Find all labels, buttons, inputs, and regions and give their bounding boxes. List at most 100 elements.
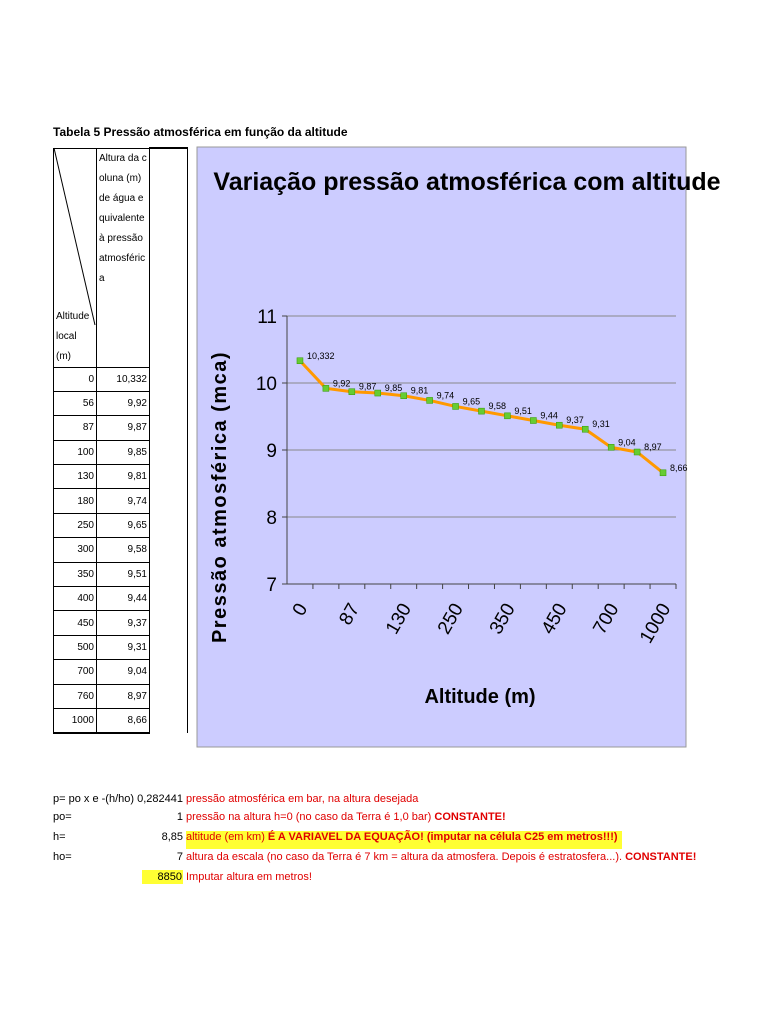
table-row: 250 9,65	[53, 512, 188, 539]
note-emphasis: CONSTANTE!	[434, 811, 506, 823]
data-label: 9,44	[540, 411, 558, 421]
note-desc: pressão na altura h=0 (no caso da Terra …	[186, 811, 435, 823]
data-point	[296, 357, 304, 365]
empty-cell	[149, 610, 188, 636]
data-point	[452, 403, 459, 410]
note-desc: Imputar altura em metros!	[186, 871, 312, 883]
empty-cell	[149, 684, 188, 709]
note-desc: pressão atmosférica em bar, na altura de…	[186, 793, 419, 805]
note-text: pressão atmosférica em bar, na altura de…	[186, 793, 418, 811]
empty-cell	[149, 147, 188, 367]
data-label: 9,85	[385, 383, 403, 393]
note-text: Imputar altura em metros!	[186, 871, 312, 889]
note-label: h=	[53, 831, 66, 843]
data-label: 8,66	[670, 463, 688, 473]
data-label: 9,31	[592, 419, 610, 429]
note-value-text: 1	[176, 811, 183, 823]
table-row: 100 9,85	[53, 439, 188, 466]
data-point	[400, 392, 407, 399]
empty-cell	[149, 708, 188, 734]
header-row: Altitude local (m) Altura da coluna (m) …	[53, 147, 188, 368]
data-point	[556, 421, 563, 429]
x-axis-label: Altitude (m)	[424, 686, 535, 708]
table-row: 87 9,87	[53, 415, 188, 441]
table-cell: 9,85	[96, 439, 150, 466]
table-row: 700 9,04	[53, 659, 188, 685]
note-emphasis: É A VARIAVEL DA EQUAÇÃO! (imputar na cél…	[267, 831, 618, 843]
y-tick-label: 9	[266, 441, 277, 462]
empty-cell	[149, 391, 188, 416]
table-cell: 400	[53, 586, 97, 612]
data-table: Altitude local (m) Altura da coluna (m) …	[53, 147, 188, 735]
empty-cell	[149, 537, 188, 563]
table-row: 400 9,44	[53, 586, 188, 612]
empty-cell	[149, 562, 188, 587]
data-point	[633, 448, 641, 456]
data-point	[322, 385, 330, 392]
note-desc: altura da escala (no caso da Terra é 7 k…	[186, 851, 626, 863]
table-row: 0 10,332	[53, 366, 188, 392]
empty-cell	[149, 659, 188, 685]
data-point	[659, 469, 667, 477]
y-axis-label: Pressão atmosférica (mca)	[209, 351, 231, 643]
empty-cell	[149, 440, 188, 465]
table-cell: 9,65	[96, 512, 150, 539]
data-point	[478, 407, 485, 415]
table-cell: 9,92	[96, 390, 150, 417]
note-value: 7	[53, 851, 183, 869]
data-label: 9,37	[566, 415, 584, 425]
table-cell: 56	[53, 390, 97, 417]
empty-cell	[149, 415, 188, 441]
empty-cell	[149, 635, 188, 660]
table-cell: 1000	[53, 707, 97, 735]
data-point	[607, 444, 615, 451]
table-cell: 8,97	[96, 683, 150, 709]
chart-background	[196, 146, 687, 748]
y-tick-label: 10	[256, 374, 277, 395]
data-label: 9,92	[333, 378, 351, 388]
note-emphasis: CONSTANTE!	[625, 851, 697, 863]
note-value-text: 7	[176, 851, 183, 863]
note-value: 8850	[53, 870, 183, 889]
note-value: 0,282441	[53, 793, 183, 811]
table-cell: 87	[53, 415, 97, 441]
y-tick-label: 8	[266, 508, 277, 529]
empty-cell	[149, 488, 188, 514]
note-text: pressão na altura h=0 (no caso da Terra …	[186, 811, 506, 829]
empty-cell	[149, 367, 188, 392]
note-text: altura da escala (no caso da Terra é 7 k…	[186, 851, 696, 869]
table-cell: 9,58	[96, 537, 150, 563]
note-value-text: 0,282441	[137, 793, 183, 805]
data-label: 9,51	[514, 406, 532, 416]
header-cell: Altura da coluna (m) de água equivalente…	[96, 147, 150, 368]
table-cell: 9,87	[96, 415, 150, 441]
note-value: 8,85	[53, 831, 183, 849]
data-label: 9,04	[618, 437, 636, 447]
data-label: 9,74	[437, 390, 455, 400]
data-label: 9,87	[359, 382, 377, 392]
data-point	[581, 425, 589, 433]
empty-cell	[149, 586, 188, 611]
data-label: 9,81	[411, 386, 429, 396]
table-cell: 9,44	[96, 586, 150, 612]
table-row: 130 9,81	[53, 464, 188, 490]
empty-cell	[149, 464, 188, 489]
table-cell: 9,04	[96, 659, 150, 685]
table-cell: 100	[53, 439, 97, 466]
note-value-text: 8850	[141, 870, 183, 884]
note-label: ho=	[53, 851, 72, 863]
table-title: Tabela 5 Pressão atmosférica em função d…	[53, 125, 348, 139]
table-cell: 760	[53, 683, 97, 709]
note-label: p= po x e -(h/ho)	[53, 793, 135, 805]
note-label: po=	[53, 811, 72, 823]
note-text: altitude (em km) É A VARIAVEL DA EQUAÇÃO…	[186, 831, 622, 849]
data-label: 10,332	[307, 351, 335, 361]
chart-title: Variação pressão atmosférica com altitud…	[213, 168, 720, 196]
data-label: 8,97	[644, 442, 662, 452]
y-tick-label: 7	[266, 575, 277, 596]
note-value-text: 8,85	[161, 831, 183, 843]
empty-cell	[149, 513, 188, 538]
table-row: 56 9,92	[53, 390, 188, 417]
